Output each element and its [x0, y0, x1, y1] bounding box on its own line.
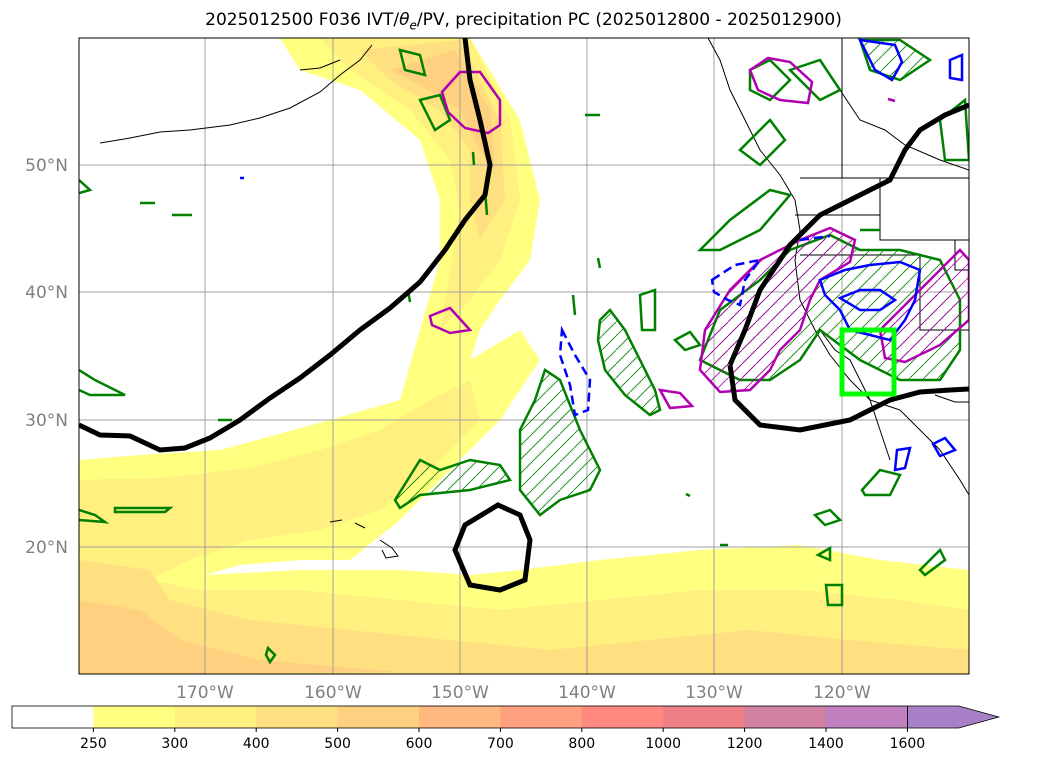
colorbar-segment — [500, 706, 583, 728]
colorbar-segment — [663, 706, 746, 728]
ivt-shading — [79, 38, 969, 674]
colorbar-tick-label: 500 — [324, 736, 351, 752]
colorbar-segment — [419, 706, 501, 728]
colorbar-segment — [337, 706, 420, 728]
colorbar-segment — [174, 706, 257, 728]
colorbar-tick-label: 1000 — [645, 736, 681, 752]
colorbar-segment — [93, 706, 176, 728]
lat-label: 40°N — [25, 283, 68, 303]
colorbar-tick-label: 1600 — [890, 736, 926, 752]
region-box — [839, 327, 897, 397]
colorbar-tick-label: 600 — [406, 736, 433, 752]
lon-labels: 170°W 160°W 150°W 140°W 130°W 120°W — [176, 683, 871, 703]
colorbar-frame — [11, 705, 908, 729]
lon-label: 120°W — [813, 683, 871, 703]
colorbar-tick-label: 250 — [80, 736, 107, 752]
colorbar-tick-label: 300 — [161, 736, 188, 752]
lat-label: 30°N — [25, 411, 68, 431]
colorbar-tick-label: 800 — [568, 736, 595, 752]
lon-label: 160°W — [304, 683, 362, 703]
colorbar-tick-label: 1200 — [727, 736, 763, 752]
colorbar-segment — [256, 706, 339, 728]
lat-labels: 50°N 40°N 30°N 20°N — [25, 156, 68, 558]
lon-label: 150°W — [431, 683, 489, 703]
lon-label: 140°W — [558, 683, 616, 703]
colorbar-segment — [581, 706, 664, 728]
colorbar-segment — [744, 706, 827, 728]
plot-frame — [78, 37, 970, 675]
colorbar-segment — [12, 706, 94, 728]
lat-label: 20°N — [25, 538, 68, 558]
pv-contours — [79, 38, 969, 593]
colorbar-tick-label: 400 — [243, 736, 270, 752]
ivt-pc-contours — [428, 56, 969, 410]
colorbar-tick-label: 700 — [487, 736, 514, 752]
lon-label: 170°W — [176, 683, 234, 703]
colorbar-segment — [826, 706, 908, 728]
precip-pc-contours — [240, 38, 964, 472]
colorbar-extend-arrow — [907, 705, 1001, 729]
lat-label: 50°N — [25, 156, 68, 176]
colorbar: 250 300 400 500 600 700 800 1000 1200 1400 1600 — [11, 705, 1001, 752]
colorbar-tick-label: 1400 — [808, 736, 844, 752]
lon-label: 130°W — [685, 683, 743, 703]
chart-title: 2025012500 F036 IVT/θe/PV, precipitation… — [205, 10, 842, 33]
